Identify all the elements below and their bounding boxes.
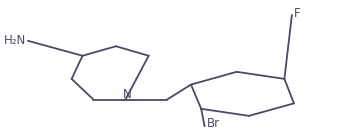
Text: F: F xyxy=(294,7,300,20)
Text: N: N xyxy=(123,88,132,101)
Text: Br: Br xyxy=(207,117,220,130)
Text: H₂N: H₂N xyxy=(3,34,26,47)
